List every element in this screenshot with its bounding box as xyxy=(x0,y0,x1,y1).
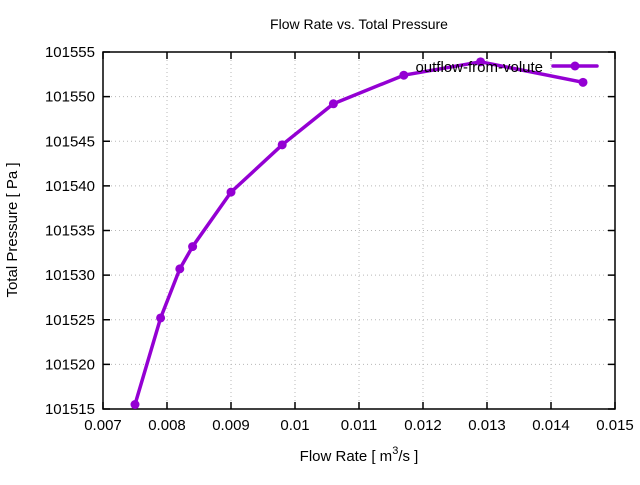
data-point-marker xyxy=(399,70,409,80)
x-axis-label-pre: Flow Rate [ m xyxy=(300,448,393,465)
chart-title: Flow Rate vs. Total Pressure xyxy=(270,16,448,32)
data-point-marker xyxy=(188,242,198,252)
data-point-marker xyxy=(277,140,287,150)
axes-layer: 0.007 0.008 0.009 0.01 0.011 0.012 0.013 0.014 0… xyxy=(45,44,634,434)
y-tick-label: 101530 xyxy=(45,267,95,284)
x-axis-label-sup: 3 xyxy=(392,445,398,457)
x-axis-label: Flow Rate [ m3/s ] xyxy=(300,445,419,465)
data-point-marker xyxy=(226,187,236,197)
data-point-marker xyxy=(156,313,166,323)
data-point-marker xyxy=(130,400,140,410)
data-point-marker xyxy=(328,99,338,109)
y-tick-label: 101525 xyxy=(45,312,95,329)
y-tick-label: 101545 xyxy=(45,133,95,150)
x-axis-label-post: /s ] xyxy=(398,448,418,465)
legend-marker-sample xyxy=(570,61,580,71)
y-tick-label: 101515 xyxy=(45,401,95,418)
y-tick-label: 101540 xyxy=(45,178,95,195)
series-line xyxy=(133,60,585,407)
x-tick-label: 0.015 xyxy=(596,417,634,434)
x-tick-label: 0.008 xyxy=(148,417,186,434)
y-tick-label: 101550 xyxy=(45,89,95,106)
y-tick-label: 101535 xyxy=(45,223,95,240)
x-tick-label: 0.011 xyxy=(341,417,377,434)
x-tick-label: 0.009 xyxy=(212,417,250,434)
data-point-marker xyxy=(175,264,185,274)
x-tick-label: 0.013 xyxy=(468,417,506,434)
grid-layer xyxy=(103,52,615,409)
data-point-marker xyxy=(476,57,486,67)
y-tick-label: 101520 xyxy=(45,356,95,373)
series-layer xyxy=(130,57,588,410)
legend-sample xyxy=(551,61,599,71)
legend-label: outflow-from-volute xyxy=(415,59,543,76)
x-tick-label: 0.007 xyxy=(84,417,122,434)
x-tick-label: 0.014 xyxy=(532,417,570,434)
x-tick-label: 0.012 xyxy=(404,417,442,434)
y-tick-label: 101555 xyxy=(45,44,95,61)
data-point-marker xyxy=(578,77,588,87)
y-axis-label: Total Pressure [ Pa ] xyxy=(4,162,21,297)
x-tick-label: 0.01 xyxy=(280,417,309,434)
